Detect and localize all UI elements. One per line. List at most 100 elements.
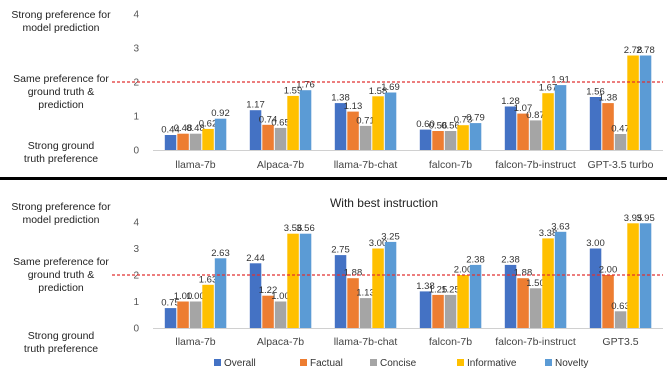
bar-falcon-7b-instruct-overall <box>504 264 517 328</box>
top-desc-same-2: ground truth & <box>28 86 95 98</box>
data-label-llama-7b-concise: 0.48 <box>186 123 205 134</box>
y-tick-label: 0 <box>133 146 139 157</box>
data-label-llama-7b-factual: 0.48 <box>174 123 193 134</box>
bar-alpaca-7b-concise <box>274 301 287 328</box>
bar-falcon-7b-instruct-factual <box>517 113 529 150</box>
data-label-falcon-7b-instruct-factual: 1.07 <box>514 103 533 114</box>
bar-alpaca-7b-concise <box>274 127 287 150</box>
data-label-gpt-3-5-turbo-concise: 0.47 <box>611 124 630 135</box>
data-label-falcon-7b-instruct-concise: 0.87 <box>526 110 545 121</box>
bar-alpaca-7b-novelty <box>299 90 312 150</box>
y-tick-label: 3 <box>133 44 139 55</box>
legend-swatch-factual <box>300 359 307 366</box>
bar-gpt3-5-novelty <box>639 223 652 328</box>
data-label-llama-7b-chat-informative: 3.00 <box>369 238 388 249</box>
y-tick-label: 4 <box>133 218 139 229</box>
top-desc-strong-gt-1: Strong ground <box>28 140 95 152</box>
bar-alpaca-7b-factual <box>262 124 274 150</box>
bar-gpt-3-5-turbo-concise <box>614 134 627 150</box>
data-label-llama-7b-informative: 0.62 <box>199 118 218 129</box>
bar-falcon-7b-instruct-novelty <box>554 231 567 328</box>
bar-falcon-7b-instruct-concise <box>529 288 542 329</box>
data-label-falcon-7b-informative: 2.00 <box>454 265 473 276</box>
bar-llama-7b-chat-concise <box>359 298 372 328</box>
data-label-alpaca-7b-concise: 0.65 <box>271 117 290 128</box>
data-label-llama-7b-factual: 1.00 <box>174 291 193 302</box>
x-tick-label-falcon-7b-instruct: falcon-7b-instruct <box>495 336 576 348</box>
bar-llama-7b-informative <box>202 284 214 328</box>
bar-llama-7b-chat-factual <box>347 111 359 150</box>
bar-falcon-7b-concise <box>444 294 457 328</box>
legend-swatch-novelty <box>545 359 552 366</box>
data-label-gpt3-5-overall: 3.00 <box>586 238 605 249</box>
x-tick-label-gpt-3-5-turbo: GPT-3.5 turbo <box>588 159 654 171</box>
data-label-falcon-7b-instruct-informative: 3.38 <box>539 228 558 239</box>
data-label-llama-7b-chat-informative: 1.58 <box>369 86 388 97</box>
bar-llama-7b-novelty <box>214 258 227 328</box>
bar-falcon-7b-instruct-novelty <box>554 85 567 150</box>
y-tick-label: 1 <box>133 112 139 123</box>
data-label-alpaca-7b-concise: 1.00 <box>271 291 290 302</box>
legend-swatch-informative <box>457 359 464 366</box>
data-label-falcon-7b-instruct-novelty: 1.91 <box>551 75 570 86</box>
data-label-alpaca-7b-overall: 1.17 <box>246 100 265 111</box>
data-label-alpaca-7b-informative: 3.56 <box>284 223 303 234</box>
y-tick-label: 3 <box>133 244 139 255</box>
bar-falcon-7b-concise <box>444 131 457 150</box>
top-chart: 012340.440.480.480.620.92llama-7b1.170.7… <box>112 10 663 171</box>
bottom-desc-strong-gt-1: Strong ground <box>28 330 95 342</box>
legend-label-novelty: Novelty <box>555 358 588 369</box>
bar-falcon-7b-novelty <box>469 264 482 328</box>
legend-label-informative: Informative <box>467 358 517 369</box>
legend-label-overall: Overall <box>224 358 256 369</box>
x-tick-label-falcon-7b: falcon-7b <box>429 336 472 348</box>
bar-llama-7b-chat-novelty <box>384 92 397 150</box>
y-tick-label: 0 <box>133 324 139 335</box>
data-label-falcon-7b-novelty: 2.38 <box>466 254 485 265</box>
data-label-llama-7b-overall: 0.75 <box>161 298 180 309</box>
top-desc-strong-model-1: Strong preference for <box>11 9 111 21</box>
data-label-alpaca-7b-overall: 2.44 <box>246 253 265 264</box>
x-tick-label-alpaca-7b: Alpaca-7b <box>257 336 304 348</box>
x-tick-label-falcon-7b: falcon-7b <box>429 159 472 171</box>
bar-llama-7b-concise <box>189 133 202 150</box>
data-label-falcon-7b-instruct-informative: 1.67 <box>539 83 558 94</box>
data-label-falcon-7b-concise: 0.56 <box>441 121 460 132</box>
bottom-desc-strong-model-1: Strong preference for <box>11 201 111 213</box>
bar-llama-7b-informative <box>202 128 214 150</box>
data-label-falcon-7b-instruct-overall: 1.28 <box>501 96 520 107</box>
data-label-alpaca-7b-novelty: 1.76 <box>296 80 315 91</box>
bottom-desc-strong-gt-2: truth preference <box>24 343 98 355</box>
data-label-gpt-3-5-turbo-overall: 1.56 <box>586 87 605 98</box>
bar-llama-7b-concise <box>189 301 202 328</box>
data-label-llama-7b-chat-concise: 0.71 <box>356 115 375 126</box>
data-label-llama-7b-concise: 1.00 <box>186 291 205 302</box>
bar-llama-7b-overall <box>164 135 177 150</box>
data-label-llama-7b-chat-factual: 1.13 <box>344 101 363 112</box>
legend-label-factual: Factual <box>310 358 343 369</box>
legend-label-concise: Concise <box>380 358 417 369</box>
data-label-llama-7b-novelty: 2.63 <box>211 248 230 259</box>
bar-llama-7b-chat-overall <box>334 255 347 328</box>
data-label-falcon-7b-novelty: 0.79 <box>466 113 485 124</box>
data-label-alpaca-7b-factual: 1.22 <box>259 285 278 296</box>
bar-falcon-7b-instruct-factual <box>517 278 529 328</box>
bottom-y-descriptions: Strong preference for model prediction S… <box>11 201 111 355</box>
legend: Overall Factual Concise Informative Novelty <box>214 358 588 369</box>
top-y-descriptions: Strong preference for model prediction S… <box>11 9 111 165</box>
bar-alpaca-7b-overall <box>249 110 262 150</box>
data-label-alpaca-7b-factual: 0.74 <box>259 114 278 125</box>
bar-falcon-7b-instruct-informative <box>542 238 554 328</box>
y-tick-label: 2 <box>133 78 139 89</box>
data-label-falcon-7b-concise: 1.25 <box>441 284 460 295</box>
data-label-llama-7b-chat-concise: 1.13 <box>356 288 375 299</box>
data-label-llama-7b-chat-overall: 2.75 <box>331 245 350 256</box>
bar-falcon-7b-novelty <box>469 123 482 150</box>
y-tick-label: 2 <box>133 271 139 282</box>
legend-swatch-overall <box>214 359 221 366</box>
data-label-gpt3-5-factual: 2.00 <box>599 265 618 276</box>
bar-falcon-7b-informative <box>457 125 469 150</box>
data-label-llama-7b-novelty: 0.92 <box>211 108 230 119</box>
data-label-gpt-3-5-turbo-novelty: 2.78 <box>636 45 655 56</box>
data-label-falcon-7b-overall: 1.38 <box>416 281 435 292</box>
